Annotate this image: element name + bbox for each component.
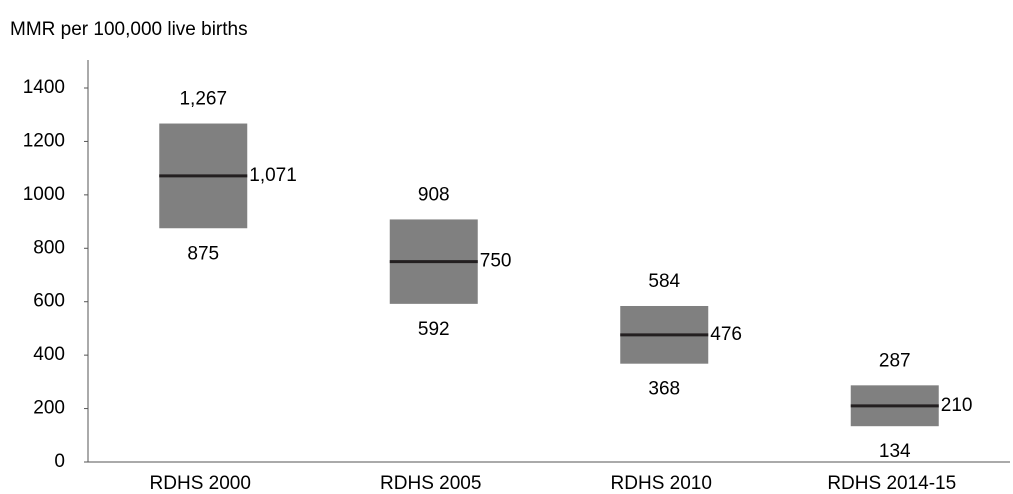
high-label: 1,267: [179, 89, 227, 110]
estimate-label: 210: [941, 395, 973, 416]
y-tick-label: 600: [33, 291, 65, 312]
y-tick-label: 1400: [23, 77, 65, 98]
low-label: 592: [418, 319, 450, 340]
high-label: 908: [418, 184, 450, 205]
high-label: 287: [879, 350, 911, 371]
y-axis-label: MMR per 100,000 live births: [10, 19, 248, 40]
y-tick-label: 800: [33, 237, 65, 258]
y-tick-label: 400: [33, 344, 65, 365]
low-label: 875: [187, 243, 219, 264]
y-tick-label: 1000: [23, 184, 65, 205]
x-tick-label: RDHS 2005: [380, 473, 481, 494]
estimate-label: 750: [480, 251, 512, 272]
y-tick-label: 200: [33, 398, 65, 419]
x-tick-label: RDHS 2010: [611, 473, 712, 494]
estimate-label: 1,071: [249, 165, 297, 186]
y-tick-label: 1200: [23, 130, 65, 151]
high-label: 584: [648, 271, 680, 292]
low-label: 368: [648, 379, 680, 400]
x-tick-label: RDHS 2014-15: [827, 473, 956, 494]
estimate-label: 476: [710, 324, 742, 345]
y-tick-label: 0: [54, 451, 65, 472]
low-label: 134: [879, 441, 911, 462]
x-tick-label: RDHS 2000: [150, 473, 251, 494]
